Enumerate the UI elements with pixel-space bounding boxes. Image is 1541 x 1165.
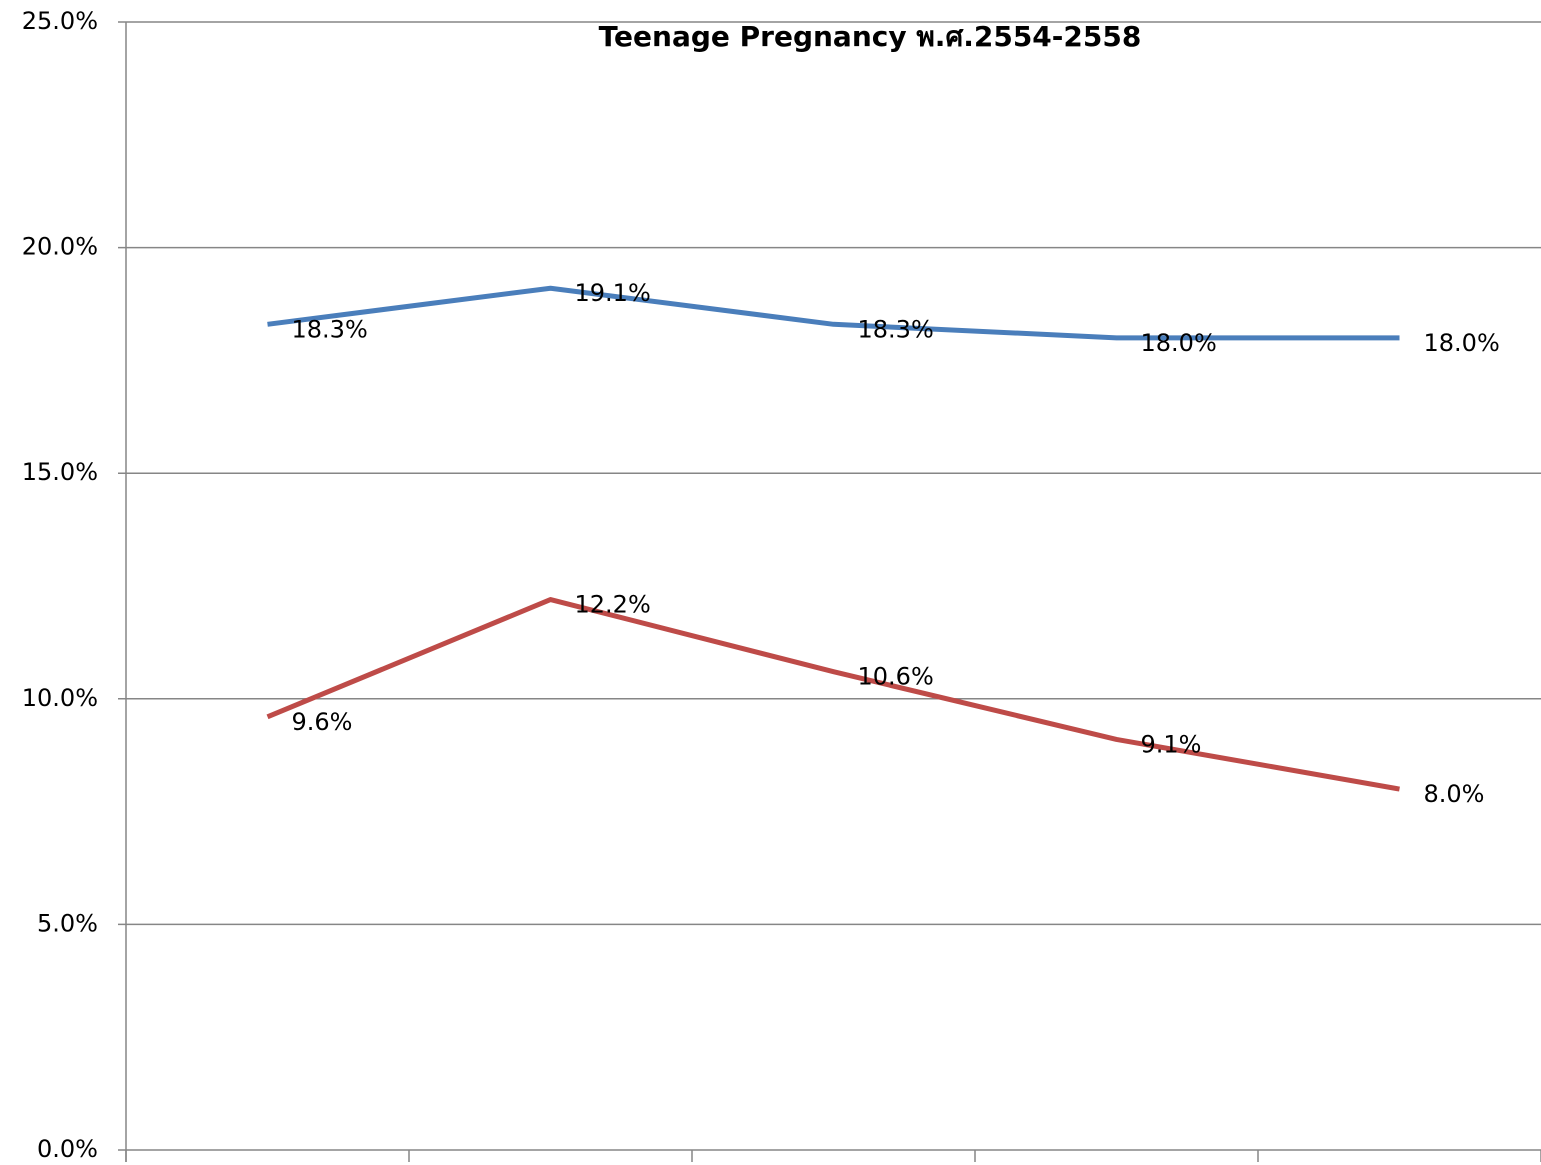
y-tick-label: 15.0% — [22, 458, 98, 486]
y-tick-label: 5.0% — [37, 909, 98, 937]
data-label: 18.3% — [858, 315, 934, 343]
data-label: 9.1% — [1141, 730, 1202, 758]
data-label: 8.0% — [1424, 780, 1485, 808]
y-tick-label: 10.0% — [22, 684, 98, 712]
y-tick-label: 0.0% — [37, 1135, 98, 1163]
line-series — [267, 285, 1400, 341]
data-label: 12.2% — [575, 591, 651, 619]
line-series — [266, 597, 1400, 792]
y-tick-label: 25.0% — [22, 7, 98, 35]
y-tick-label: 20.0% — [22, 233, 98, 261]
data-label: 10.6% — [858, 663, 934, 691]
data-label: 18.3% — [292, 315, 368, 343]
data-label: 9.6% — [292, 708, 353, 736]
data-label: 18.0% — [1141, 329, 1217, 357]
data-label: 18.0% — [1424, 329, 1500, 357]
chart-title: Teenage Pregnancy พ.ศ.2554-2558 — [599, 20, 1142, 53]
data-label: 19.1% — [575, 279, 651, 307]
